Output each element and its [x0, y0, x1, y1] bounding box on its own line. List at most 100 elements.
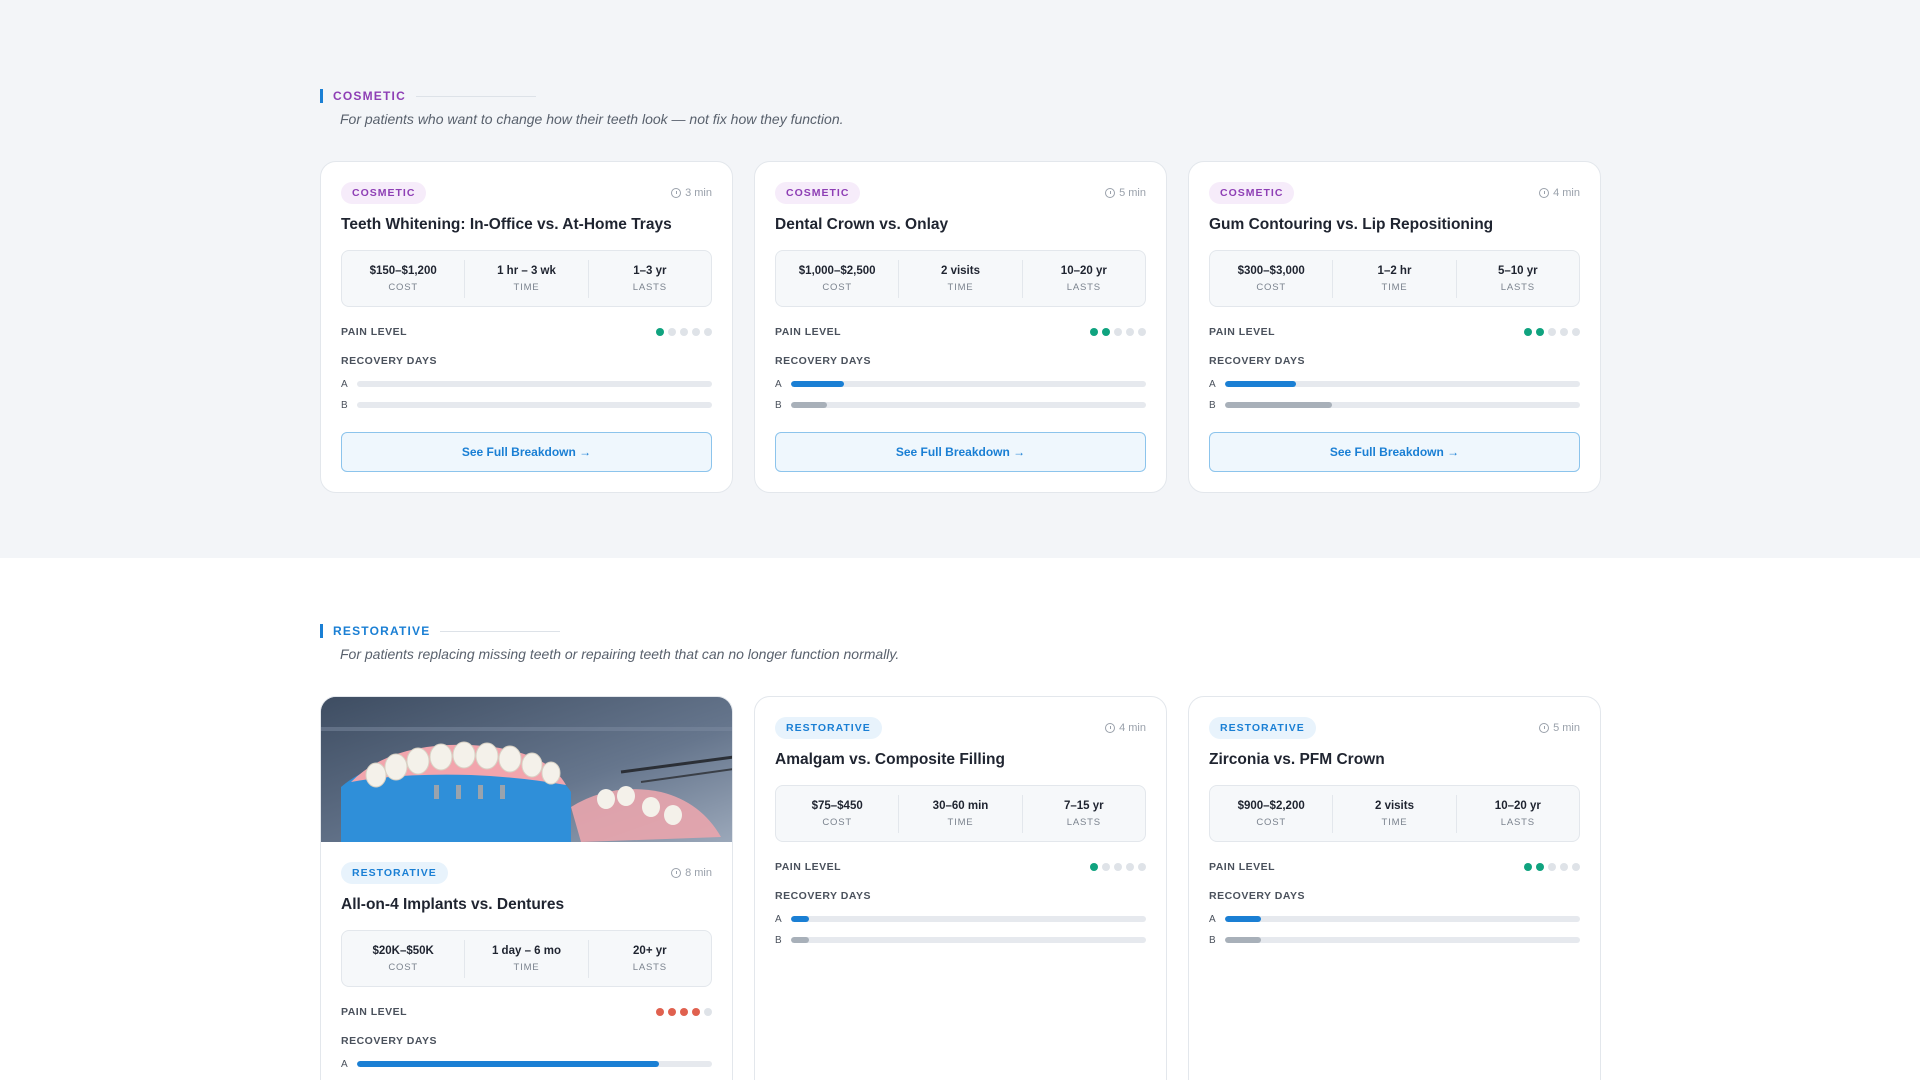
clock-icon — [1539, 723, 1550, 733]
stat-time: 1–2 hr TIME — [1333, 259, 1457, 298]
recovery-bar-track — [791, 937, 1146, 943]
read-time-label: 4 min — [1119, 722, 1146, 734]
comparison-card[interactable]: COSMETIC 4 min Gum Contouring vs. Lip Re… — [1188, 161, 1601, 493]
pain-dot — [1536, 863, 1544, 871]
stat-key: COST — [822, 816, 852, 828]
stat-value: $900–$2,200 — [1237, 799, 1305, 812]
stat-key: COST — [822, 281, 852, 293]
comparison-card[interactable]: RESTORATIVE 5 min Zirconia vs. PFM Crown… — [1188, 696, 1601, 1080]
recovery-days-label: RECOVERY DAYS — [1209, 355, 1305, 367]
recovery-bar-label: B — [1209, 934, 1216, 946]
see-full-breakdown-button[interactable]: See Full Breakdown → — [341, 432, 712, 472]
restorative-section: RESTORATIVE For patients replacing missi… — [0, 558, 1920, 1080]
stat-value: $300–$3,000 — [1237, 264, 1305, 277]
card-title[interactable]: Teeth Whitening: In-Office vs. At-Home T… — [341, 216, 672, 233]
recovery-bar-row: A — [1209, 377, 1580, 391]
recovery-days-label: RECOVERY DAYS — [775, 355, 871, 367]
category-badge: COSMETIC — [1209, 182, 1295, 204]
stats-panel: $150–$1,200 COST 1 hr – 3 wk TIME 1–3 yr LA… — [341, 250, 712, 307]
card-grid: RESTORATIVE 8 min All-on-4 Implants vs. … — [320, 696, 1601, 1080]
stat-value: 10–20 yr — [1494, 799, 1541, 812]
pain-dot — [692, 1008, 700, 1016]
card-title[interactable]: All-on-4 Implants vs. Dentures — [341, 896, 565, 913]
recovery-bar-row: B — [775, 398, 1146, 412]
pain-dot — [1560, 328, 1568, 336]
stat-value: 1 day – 6 mo — [491, 944, 562, 957]
recovery-bar-label: A — [341, 1058, 348, 1070]
read-time-label: 5 min — [1119, 187, 1146, 199]
dental-implant-model-image — [321, 697, 732, 842]
stat-key: COST — [388, 961, 418, 973]
stat-key: LASTS — [632, 281, 667, 293]
recovery-bar-fill — [1225, 916, 1261, 922]
pain-level-row: PAIN LEVEL — [341, 325, 712, 339]
card-title[interactable]: Gum Contouring vs. Lip Repositioning — [1209, 216, 1494, 233]
pain-dot — [668, 328, 676, 336]
recovery-bar-track — [791, 402, 1146, 408]
read-time: 5 min — [1105, 187, 1146, 199]
stat-lasts: 5–10 yr LASTS — [1457, 260, 1579, 298]
pain-level-dots — [1524, 863, 1580, 871]
pain-dot — [692, 328, 700, 336]
pain-dot — [1126, 863, 1134, 871]
comparison-card[interactable]: COSMETIC 3 min Teeth Whitening: In-Offic… — [320, 161, 733, 493]
see-full-breakdown-button[interactable]: See Full Breakdown → — [775, 432, 1146, 472]
pain-level-row: PAIN LEVEL — [1209, 325, 1580, 339]
recovery-bar-label: A — [775, 913, 782, 925]
pain-dot — [1560, 863, 1568, 871]
pain-level-dots — [656, 328, 712, 336]
pain-level-row: PAIN LEVEL — [1209, 860, 1580, 874]
card-title[interactable]: Zirconia vs. PFM Crown — [1209, 751, 1385, 768]
clock-icon — [1105, 188, 1116, 198]
pain-level-label: PAIN LEVEL — [1209, 861, 1276, 873]
card-title[interactable]: Amalgam vs. Composite Filling — [775, 751, 1005, 768]
stat-key: LASTS — [632, 961, 667, 973]
pain-level-row: PAIN LEVEL — [775, 325, 1146, 339]
section-divider — [440, 630, 561, 632]
recovery-bar-fill — [357, 1061, 659, 1067]
recovery-bar-label: A — [1209, 378, 1216, 390]
category-badge: COSMETIC — [775, 182, 861, 204]
recovery-bar-row: B — [775, 933, 1146, 947]
recovery-bar-row: A — [775, 377, 1146, 391]
recovery-bar-fill — [1225, 402, 1332, 408]
recovery-bar-track — [1225, 381, 1580, 387]
category-badge: RESTORATIVE — [775, 717, 882, 739]
pain-dot — [1102, 328, 1110, 336]
pain-dot — [704, 1008, 712, 1016]
pain-dot — [656, 328, 664, 336]
clock-icon — [1105, 723, 1116, 733]
section-divider — [415, 95, 536, 97]
pain-dot — [1524, 328, 1532, 336]
stat-time: 1 day – 6 mo TIME — [465, 939, 589, 978]
pain-dot — [1090, 328, 1098, 336]
recovery-bar-track — [1225, 937, 1580, 943]
dental-implant-model-photo — [321, 697, 732, 842]
pain-dot — [1114, 863, 1122, 871]
section-label: RESTORATIVE — [333, 624, 431, 638]
see-full-breakdown-button[interactable]: See Full Breakdown → — [1209, 432, 1580, 472]
comparison-card[interactable]: COSMETIC 5 min Dental Crown vs. Onlay $1… — [754, 161, 1167, 493]
recovery-bar-fill — [791, 916, 809, 922]
stat-key: TIME — [513, 281, 540, 293]
read-time-label: 4 min — [1553, 187, 1580, 199]
comparison-card[interactable]: RESTORATIVE 8 min All-on-4 Implants vs. … — [320, 696, 733, 1080]
read-time: 4 min — [1105, 722, 1146, 734]
card-grid: COSMETIC 3 min Teeth Whitening: In-Offic… — [320, 161, 1601, 493]
pain-level-label: PAIN LEVEL — [341, 326, 408, 338]
pain-dot — [1536, 328, 1544, 336]
section-header: COSMETIC For patients who want to change… — [320, 89, 844, 127]
stat-cost: $900–$2,200 COST — [1210, 794, 1334, 833]
stats-panel: $300–$3,000 COST 1–2 hr TIME 5–10 yr LASTS — [1209, 250, 1580, 307]
recovery-bar-track — [1225, 402, 1580, 408]
pain-dot — [1126, 328, 1134, 336]
stat-cost: $1,000–$2,500 COST — [776, 259, 900, 298]
comparison-card[interactable]: RESTORATIVE 4 min Amalgam vs. Composite … — [754, 696, 1167, 1080]
stat-lasts: 10–20 yr LASTS — [1457, 795, 1579, 833]
section-subtitle: For patients who want to change how thei… — [340, 111, 844, 127]
stat-time: 30–60 min TIME — [899, 794, 1023, 833]
category-badge: COSMETIC — [341, 182, 427, 204]
recovery-days-label: RECOVERY DAYS — [1209, 890, 1305, 902]
stat-value: $1,000–$2,500 — [798, 264, 876, 277]
card-title[interactable]: Dental Crown vs. Onlay — [775, 216, 949, 233]
